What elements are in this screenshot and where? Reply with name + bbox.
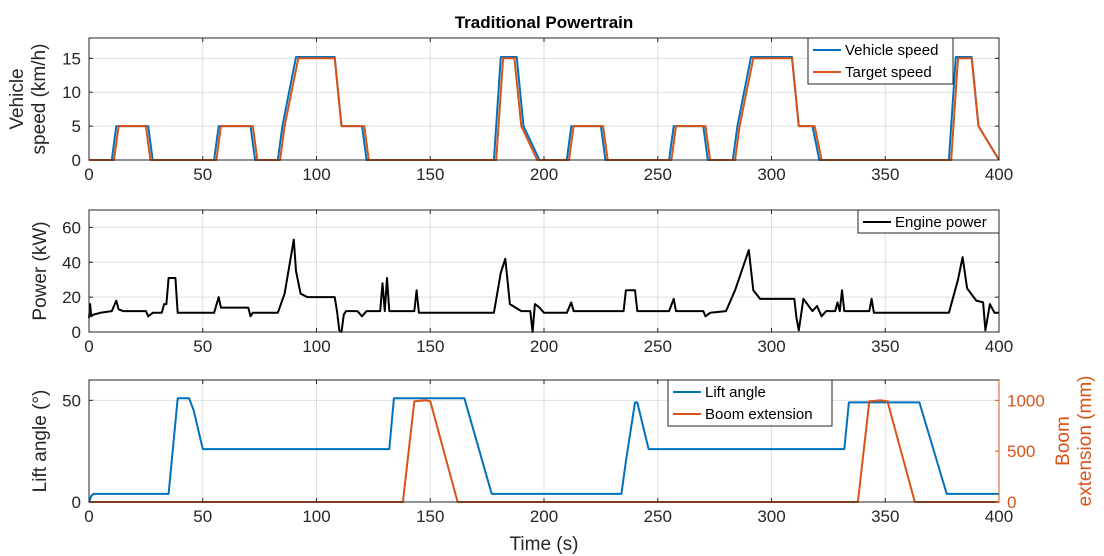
x-tick-label: 200 — [530, 337, 558, 356]
y-tick-label: 20 — [62, 288, 81, 307]
x-tick-label: 350 — [871, 507, 899, 526]
x-tick-label: 300 — [757, 337, 785, 356]
x-tick-label: 0 — [84, 165, 93, 184]
x-tick-label: 100 — [302, 337, 330, 356]
series-line-engine-power — [88, 238, 999, 333]
legend-box — [807, 37, 954, 85]
x-axis-label: Time (s) — [510, 534, 579, 555]
legend-label: Engine power — [895, 214, 987, 231]
x-tick-label: 150 — [416, 507, 444, 526]
chart-panel-1: 0 50 100 150 200 250 300 350 400 0 5 10 15 Vehicle spe… — [7, 13, 1013, 184]
y-tick-label: 0 — [72, 151, 81, 170]
legend-label: Boom extension — [705, 406, 813, 423]
legend: Vehicle speed Target speed — [807, 37, 954, 85]
x-tick-label: 200 — [530, 507, 558, 526]
x-tick-label: 50 — [193, 507, 212, 526]
y-right-tick-label: 0 — [1007, 493, 1016, 512]
y-right-tick-label: 500 — [1007, 442, 1035, 461]
x-tick-label: 100 — [302, 165, 330, 184]
legend-box — [667, 379, 833, 427]
legend: Engine power — [857, 209, 1000, 234]
x-tick-label: 400 — [985, 507, 1013, 526]
y-tick-label: 0 — [72, 493, 81, 512]
x-tick-label: 350 — [871, 165, 899, 184]
series-line-lift-angle — [88, 397, 999, 503]
y-axis-label: speed (km/h) — [29, 44, 50, 155]
y-tick-label: 60 — [62, 218, 81, 237]
x-tick-label: 100 — [302, 507, 330, 526]
y-right-tick-label: 1000 — [1007, 391, 1045, 410]
legend-label: Target speed — [845, 64, 932, 81]
y-tick-label: 5 — [72, 117, 81, 136]
legend-label: Vehicle speed — [845, 42, 938, 59]
legend: Lift angle Boom extension — [667, 379, 833, 427]
x-tick-label: 150 — [416, 337, 444, 356]
x-tick-label: 350 — [871, 337, 899, 356]
x-tick-label: 400 — [985, 337, 1013, 356]
x-tick-label: 250 — [644, 337, 672, 356]
y-axis-label: Lift angle (°) — [30, 390, 51, 493]
x-tick-label: 150 — [416, 165, 444, 184]
y-axis-label: Vehicle — [7, 68, 28, 129]
x-tick-label: 50 — [193, 337, 212, 356]
x-tick-label: 0 — [84, 337, 93, 356]
chart-title: Traditional Powertrain — [455, 13, 634, 32]
x-tick-label: 250 — [644, 165, 672, 184]
chart-panel-2: 0 50 100 150 200 250 300 350 400 0 20 40 60 Power (kW… — [30, 209, 1013, 356]
x-tick-label: 300 — [757, 165, 785, 184]
legend-label: Lift angle — [705, 384, 766, 401]
x-tick-label: 400 — [985, 165, 1013, 184]
x-tick-label: 250 — [644, 507, 672, 526]
y-right-axis-label: extension (mm) — [1075, 376, 1096, 507]
y-right-axis-label: Boom — [1053, 416, 1074, 466]
y-tick-label: 10 — [62, 83, 81, 102]
y-tick-label: 0 — [72, 323, 81, 342]
y-tick-label: 50 — [62, 391, 81, 410]
x-tick-label: 0 — [84, 507, 93, 526]
x-tick-label: 200 — [530, 165, 558, 184]
y-tick-label: 40 — [62, 253, 81, 272]
x-tick-label: 300 — [757, 507, 785, 526]
y-axis-label: Power (kW) — [30, 221, 51, 320]
legend-box — [857, 209, 1000, 234]
y-tick-label: 15 — [62, 49, 81, 68]
x-tick-label: 50 — [193, 165, 212, 184]
